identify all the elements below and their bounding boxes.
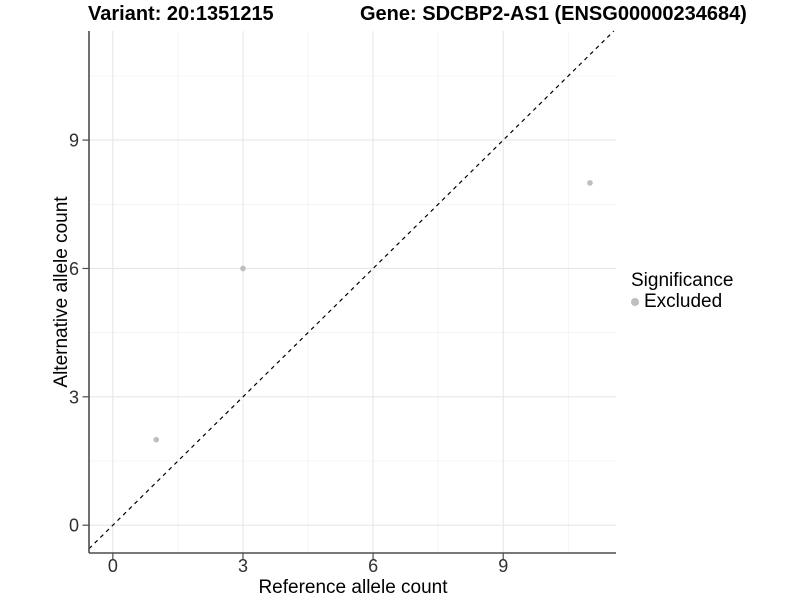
- variant-title: Variant: 20:1351215: [88, 3, 274, 25]
- x-tick-label: 6: [368, 556, 378, 576]
- legend-item-excluded: Excluded: [631, 292, 733, 312]
- y-tick-label: 9: [69, 131, 79, 151]
- data-point: [240, 265, 246, 272]
- excluded-point-icon: [631, 298, 639, 306]
- legend-item-label: Excluded: [644, 291, 723, 312]
- data-point: [153, 436, 160, 443]
- y-tick-label: 3: [69, 387, 79, 407]
- x-tick-label: 9: [498, 556, 508, 576]
- x-tick-label: 0: [108, 556, 118, 576]
- gene-title: Gene: SDCBP2-AS1 (ENSG00000234684): [360, 3, 747, 25]
- y-axis-title: Alternative allele count: [51, 196, 72, 388]
- x-tick-label: 3: [238, 556, 248, 576]
- legend: Significance Excluded: [631, 271, 733, 312]
- x-axis-title: Reference allele count: [258, 577, 448, 598]
- legend-title: Significance: [631, 270, 734, 291]
- identity-line: [88, 30, 615, 550]
- y-tick-label: 6: [69, 259, 79, 279]
- data-point: [587, 180, 593, 186]
- y-tick-label: 0: [69, 516, 79, 536]
